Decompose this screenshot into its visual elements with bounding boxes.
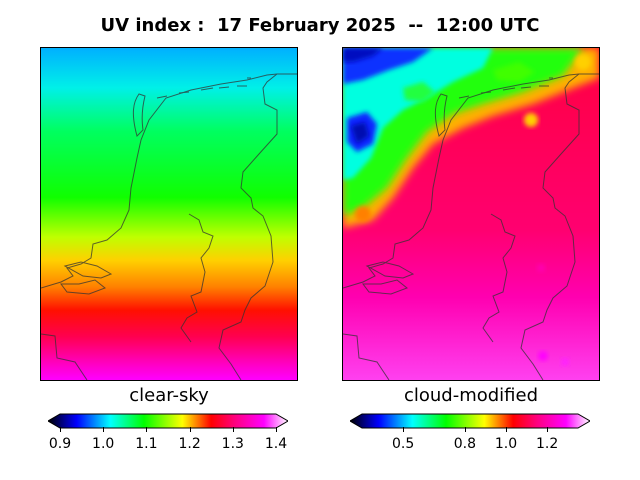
clear-sky-panel-title: clear-sky: [129, 385, 209, 406]
left-colorbar-tickmark: [103, 427, 105, 432]
left-colorbar-tickmark: [146, 427, 148, 432]
left-colorbar-tick-label: 0.9: [48, 436, 72, 452]
left-colorbar-tickmark: [232, 427, 234, 432]
clear-sky-coastline: [41, 73, 297, 380]
clear-sky-colorbar: [48, 413, 288, 429]
left-colorbar-tick-label: 1.1: [135, 436, 158, 452]
right-colorbar-tickmark: [547, 427, 549, 432]
right-colorbar-tick-label: 0.8: [453, 436, 476, 452]
cloud-modified-panel-title: cloud-modified: [403, 385, 539, 406]
left-colorbar-tickmark: [276, 427, 277, 432]
clear-sky-map-canvas: [41, 48, 297, 380]
right-colorbar-tick-label: 0.5: [392, 436, 415, 452]
cloud-modified-map: [342, 47, 600, 381]
left-colorbar-tick-label: 1.0: [92, 436, 115, 452]
clear-sky-uv-field: [41, 48, 297, 380]
right-colorbar-tickmark: [464, 427, 466, 432]
left-colorbar-tick-label: 1.3: [221, 436, 244, 452]
cloud-modified-map-canvas: [343, 48, 599, 380]
right-colorbar-tick-label: 1.0: [494, 436, 518, 452]
right-colorbar-tick-label: 1.2: [536, 436, 559, 452]
left-colorbar-tick-label: 1.2: [178, 436, 201, 452]
left-colorbar-tickmark: [60, 427, 61, 432]
cloud-modified-coastline: [343, 73, 599, 380]
clear-sky-colorbar-bar: [48, 413, 288, 429]
map-title: UV index : 17 February 2025 -- 12:00 UTC: [100, 15, 540, 36]
right-colorbar-tickmark: [403, 427, 405, 432]
left-colorbar-tickmark: [189, 427, 191, 432]
cloud-modified-cloud-field: [343, 48, 599, 366]
left-colorbar-tick-label: 1.4: [264, 436, 288, 452]
cloud-modified-colorbar: [350, 413, 590, 429]
clear-sky-map: [40, 47, 298, 381]
cloud-modified-colorbar-bar: [350, 413, 590, 429]
right-colorbar-tickmark: [506, 427, 507, 432]
